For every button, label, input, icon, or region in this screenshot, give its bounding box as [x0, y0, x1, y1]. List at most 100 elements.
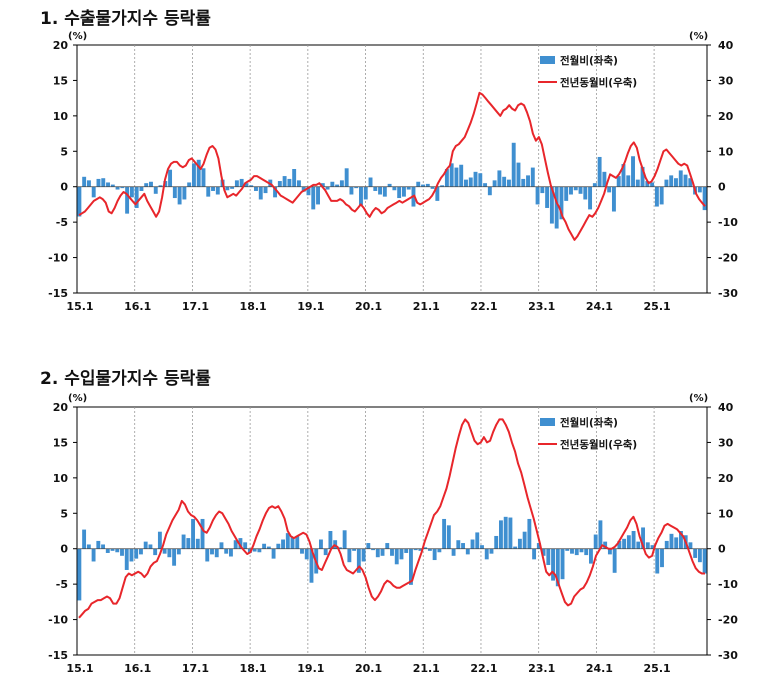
legend-bar-swatch — [540, 418, 555, 426]
bar-mom — [508, 517, 513, 549]
bar-mom — [215, 186, 220, 195]
bar-mom — [404, 548, 409, 553]
x-tick-label: 15.1 — [66, 300, 93, 313]
bar-mom — [77, 548, 82, 601]
x-tick-label: 20.1 — [355, 662, 382, 675]
bar-mom — [597, 156, 602, 187]
bar-mom — [468, 177, 473, 187]
bar-mom — [134, 186, 139, 208]
x-tick-label: 23.1 — [528, 662, 555, 675]
bar-mom — [191, 163, 196, 187]
right-tick-label: 30 — [718, 436, 734, 449]
bar-mom — [446, 525, 451, 549]
export-price-chart: 15.1 16.1 17.1 18.1 19.1 20.1 21.1 22.1 23.1 24.1… — [48, 31, 738, 313]
bar-mom — [342, 530, 347, 549]
right-tick-label: 10 — [718, 507, 734, 520]
bar-mom — [378, 186, 383, 195]
bar-mom — [352, 548, 357, 551]
right-tick-label: 40 — [718, 401, 734, 414]
bar-mom — [617, 540, 622, 549]
bar-mom — [579, 548, 584, 553]
bar-mom — [177, 186, 182, 205]
bar-mom — [516, 162, 521, 187]
x-tick-label: 17.1 — [182, 662, 209, 675]
bar-mom — [206, 186, 211, 197]
bar-mom — [167, 548, 172, 558]
bar-mom — [371, 548, 375, 551]
line-yoy — [78, 418, 705, 619]
bar-mom — [598, 520, 603, 549]
left-tick-label: 15 — [53, 436, 68, 449]
bar-mom — [430, 186, 435, 189]
bar-mom — [573, 186, 578, 191]
bar-mom — [380, 548, 385, 556]
left-axis-unit: (%) — [68, 393, 87, 404]
bar-mom — [588, 186, 593, 210]
bar-mom — [564, 186, 569, 201]
bar-mom — [484, 548, 489, 560]
bar-mom — [316, 186, 320, 205]
bar-mom — [432, 548, 437, 561]
bar-mom — [607, 548, 612, 555]
x-tick-label: 18.1 — [240, 300, 267, 313]
bar-mom — [631, 531, 636, 549]
bar-mom — [535, 186, 540, 205]
bar-mom — [503, 516, 508, 549]
right-tick-label: 0 — [718, 543, 726, 556]
bar-mom — [440, 185, 445, 187]
bar-mom — [526, 175, 530, 187]
bar-mom — [238, 538, 243, 549]
bar-mom — [401, 186, 406, 197]
bar-mom — [399, 548, 404, 560]
legend-bar-swatch — [540, 56, 555, 64]
bar-mom — [669, 175, 674, 187]
x-tick-label: 17.1 — [182, 300, 209, 313]
bar-mom — [368, 177, 373, 187]
bar-mom — [271, 548, 276, 559]
right-tick-label: 30 — [718, 74, 734, 87]
bar-mom — [492, 180, 497, 187]
bar-mom — [636, 541, 641, 549]
line-yoy — [78, 91, 706, 241]
bar-mom — [541, 548, 546, 556]
left-tick-label: -5 — [56, 578, 68, 591]
bar-mom — [320, 183, 325, 187]
bar-mom — [115, 186, 120, 190]
bar-mom — [540, 186, 545, 194]
bar-mom — [77, 186, 82, 217]
bar-mom — [153, 548, 158, 556]
bar-mom — [660, 548, 664, 568]
x-tick-label: 16.1 — [124, 662, 151, 675]
bar-mom — [418, 548, 423, 551]
x-tick-label: 24.1 — [586, 662, 613, 675]
x-tick-label: 25.1 — [644, 662, 671, 675]
bar-mom — [125, 186, 130, 214]
bar-mom — [549, 186, 554, 224]
right-tick-label: 20 — [718, 472, 734, 485]
bar-mom — [697, 548, 702, 563]
bar-mom — [559, 186, 564, 220]
bar-mom — [290, 537, 295, 549]
bar-mom — [196, 159, 201, 187]
left-tick-label: -5 — [56, 216, 68, 229]
right-tick-label: -10 — [718, 216, 738, 229]
bar-mom — [530, 167, 535, 187]
bar-mom — [382, 186, 387, 197]
bar-mom — [506, 179, 511, 187]
bar-mom — [406, 186, 411, 190]
bar-mom — [546, 548, 551, 566]
bar-mom — [459, 164, 464, 187]
bar-mom — [144, 183, 149, 187]
bar-mom — [693, 548, 698, 558]
x-tick-label: 15.1 — [66, 662, 93, 675]
bar-mom — [697, 186, 702, 193]
bar-mom — [480, 545, 484, 549]
bar-mom — [335, 184, 340, 187]
bar-mom — [262, 543, 267, 549]
bar-mom — [473, 171, 478, 187]
bar-mom — [397, 186, 402, 199]
bar-mom — [101, 178, 106, 187]
bar-mom — [219, 542, 224, 549]
bar-mom — [551, 548, 555, 581]
x-tick-label: 24.1 — [586, 300, 613, 313]
